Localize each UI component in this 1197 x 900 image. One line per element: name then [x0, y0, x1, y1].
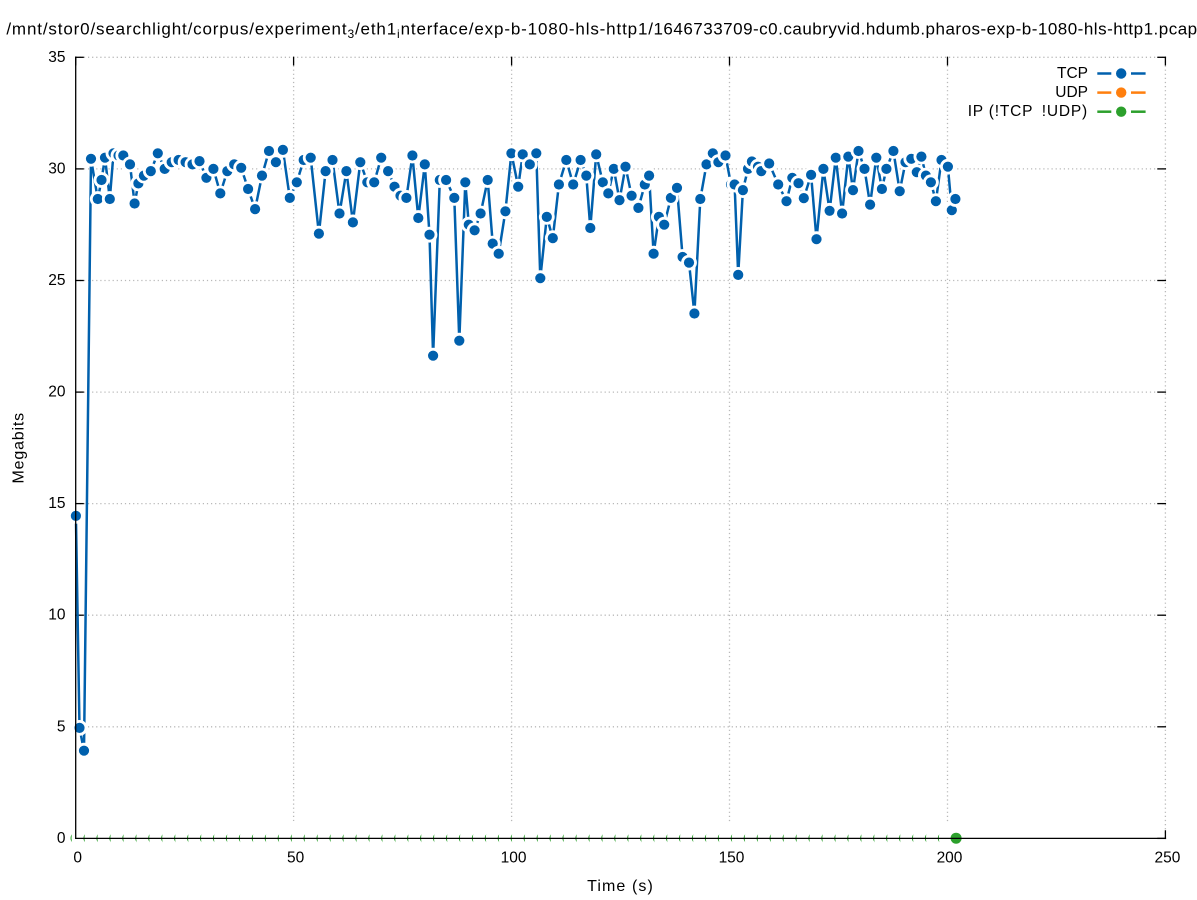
svg-text:0: 0 [73, 850, 82, 867]
svg-text:/mnt/stor0/searchlight/corpus/: /mnt/stor0/searchlight/corpus/experiment… [6, 20, 1197, 42]
svg-text:5: 5 [57, 718, 66, 735]
svg-text:Megabits: Megabits [11, 412, 28, 483]
svg-text:35: 35 [48, 49, 65, 66]
svg-text:250: 250 [1154, 850, 1180, 867]
svg-text:50: 50 [287, 850, 305, 867]
svg-text:15: 15 [48, 495, 65, 512]
svg-text:UDP: UDP [1055, 84, 1088, 101]
svg-text:TCP: TCP [1057, 65, 1088, 82]
svg-text:150: 150 [719, 850, 745, 867]
svg-text:200: 200 [937, 850, 963, 867]
svg-text:25: 25 [48, 272, 65, 289]
svg-text:10: 10 [48, 607, 66, 624]
svg-text:0: 0 [57, 830, 66, 847]
svg-text:30: 30 [48, 160, 66, 177]
svg-text:Time (s): Time (s) [587, 878, 654, 895]
svg-text:100: 100 [501, 850, 527, 867]
svg-text:20: 20 [48, 384, 66, 401]
svg-text:IP (!TCP !UDP): IP (!TCP !UDP) [968, 103, 1088, 120]
